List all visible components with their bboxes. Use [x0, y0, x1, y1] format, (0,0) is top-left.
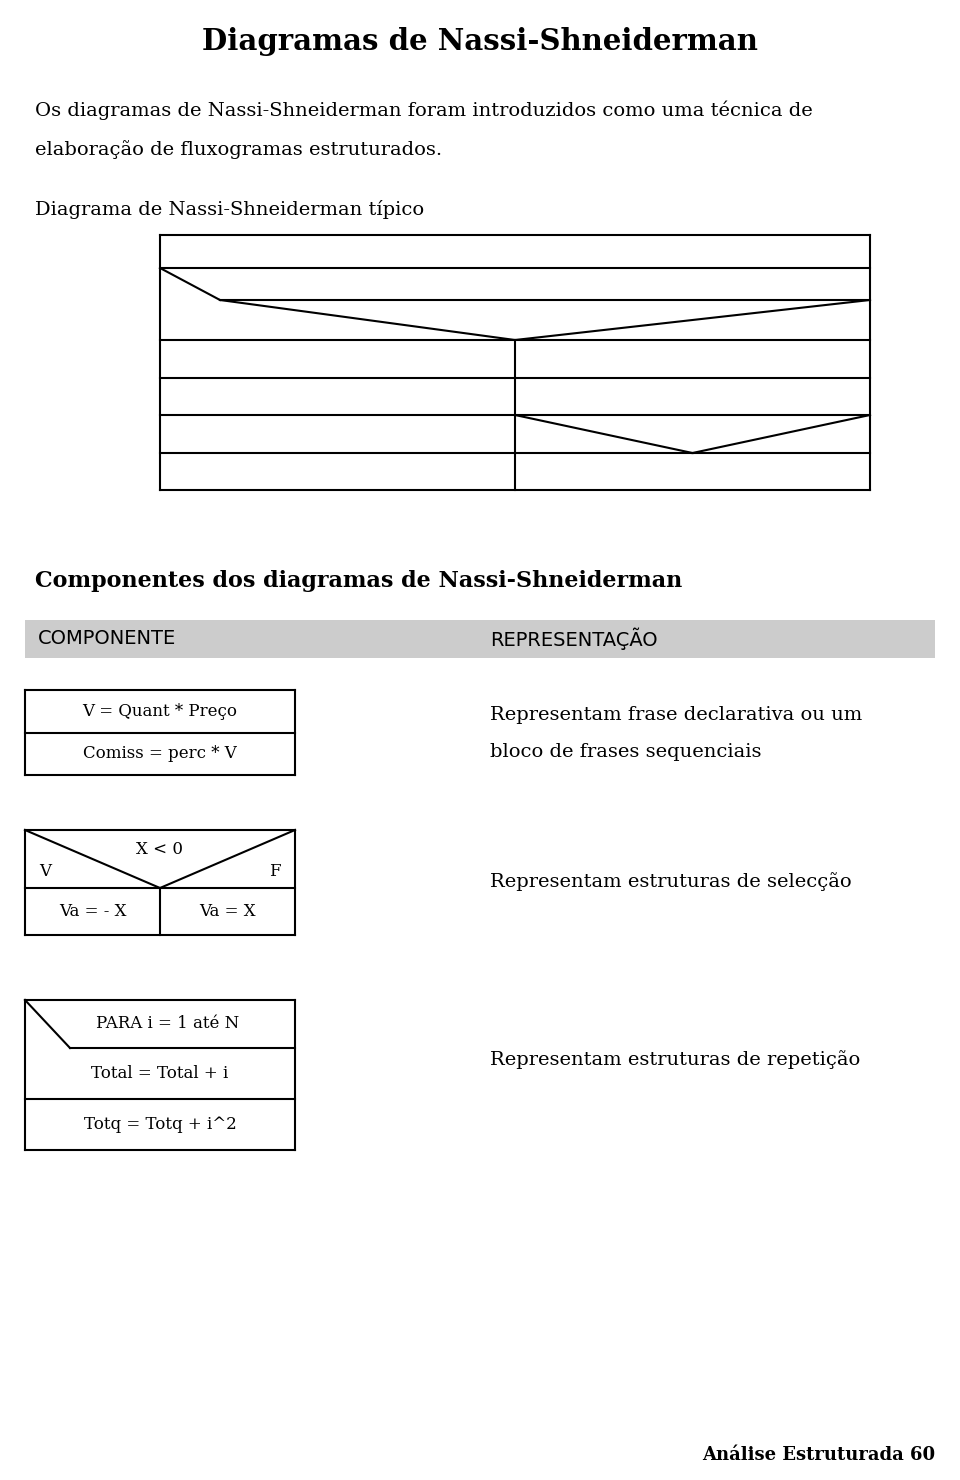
- Bar: [25, 620, 935, 659]
- Text: bloco de frases sequenciais: bloco de frases sequenciais: [490, 743, 761, 761]
- Text: Va = X: Va = X: [199, 903, 255, 921]
- Text: Total = Total + i: Total = Total + i: [91, 1066, 228, 1082]
- Text: Representam estruturas de selecção: Representam estruturas de selecção: [490, 873, 852, 891]
- Text: Diagrama de Nassi-Shneiderman típico: Diagrama de Nassi-Shneiderman típico: [35, 200, 424, 219]
- Text: Os diagramas de Nassi-Shneiderman foram introduzidos como uma técnica de: Os diagramas de Nassi-Shneiderman foram …: [35, 101, 813, 120]
- Text: PARA i = 1 até N: PARA i = 1 até N: [96, 1015, 240, 1033]
- Text: Representam frase declarativa ou um: Representam frase declarativa ou um: [490, 706, 862, 724]
- Text: Análise Estruturada 60: Análise Estruturada 60: [702, 1446, 935, 1464]
- Text: COMPONENTE: COMPONENTE: [38, 629, 177, 648]
- Text: Va = - X: Va = - X: [59, 903, 127, 921]
- Text: F: F: [270, 863, 281, 881]
- Text: V: V: [39, 863, 51, 881]
- Text: Diagramas de Nassi-Shneiderman: Diagramas de Nassi-Shneiderman: [202, 28, 758, 56]
- Text: Componentes dos diagramas de Nassi-Shneiderman: Componentes dos diagramas de Nassi-Shnei…: [35, 570, 683, 592]
- Text: REPRESENTAÇÃO: REPRESENTAÇÃO: [490, 628, 658, 650]
- Text: Comiss = perc * V: Comiss = perc * V: [84, 746, 237, 762]
- Text: elaboração de fluxogramas estruturados.: elaboração de fluxogramas estruturados.: [35, 141, 443, 158]
- Text: Representam estruturas de repetição: Representam estruturas de repetição: [490, 1051, 860, 1070]
- Text: Totq = Totq + i^2: Totq = Totq + i^2: [84, 1116, 236, 1134]
- Text: V = Quant * Preço: V = Quant * Preço: [83, 703, 237, 719]
- Text: X < 0: X < 0: [136, 842, 183, 858]
